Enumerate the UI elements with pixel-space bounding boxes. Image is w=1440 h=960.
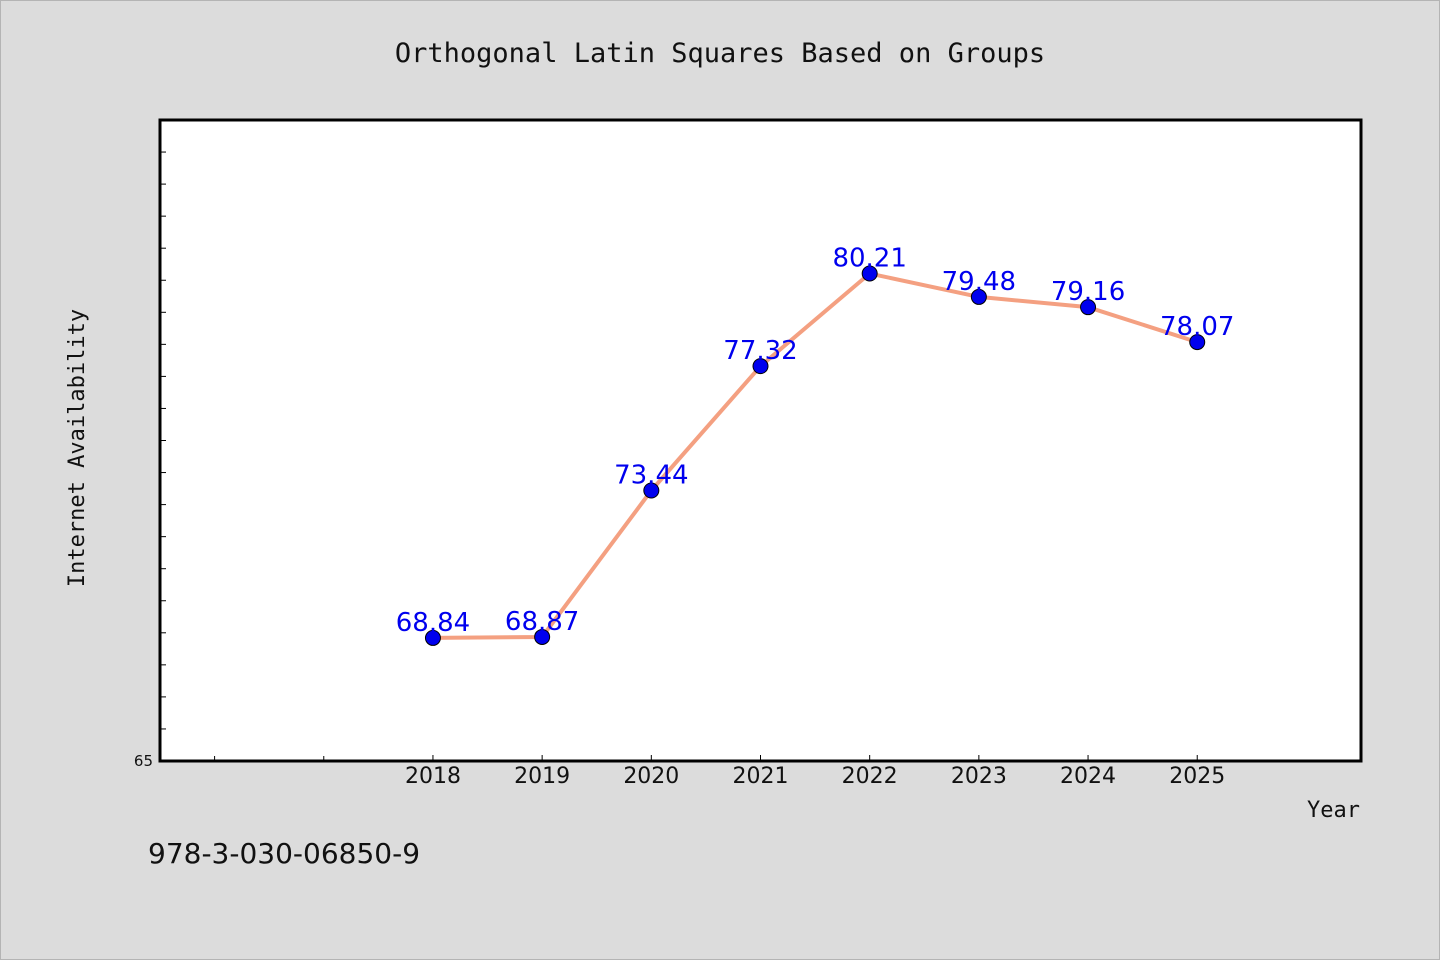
data-point (1189, 334, 1206, 351)
data-point (861, 265, 878, 282)
data-point (534, 628, 551, 645)
plot-area (158, 118, 1363, 763)
series-line (432, 271, 1198, 640)
data-label: 79.48 (942, 267, 1016, 297)
x-tick-label: 2022 (842, 764, 898, 789)
data-label: 68.84 (396, 608, 470, 638)
x-tick-label: 2021 (733, 764, 789, 789)
data-label: 68.87 (505, 607, 579, 637)
data-point (1080, 299, 1097, 316)
y-tick-label: 65 (134, 752, 153, 770)
x-axis-label: Year (1307, 798, 1360, 823)
data-label: 73.44 (614, 460, 688, 490)
data-label: 79.16 (1051, 277, 1125, 307)
data-point (643, 482, 660, 499)
y-axis-ticks: 65 (134, 151, 166, 770)
y-axis-label: Internet Availability (65, 309, 90, 587)
data-point (752, 358, 769, 375)
x-tick-label: 2023 (951, 764, 1007, 789)
x-tick-label: 2024 (1060, 764, 1116, 789)
data-point (970, 288, 987, 305)
x-axis-ticks: 2018 2019 2020 2021 2022 2023 2024 2025 (214, 755, 1225, 789)
data-labels: 68.84 68.87 73.44 77.32 80.21 79.48 79.16 78.07 (396, 244, 1235, 638)
chart-title: Orthogonal Latin Squares Based on Groups (395, 38, 1045, 69)
x-tick-label: 2019 (514, 764, 570, 789)
x-tick-label: 2025 (1169, 764, 1225, 789)
data-label: 78.07 (1160, 312, 1234, 342)
x-tick-label: 2020 (623, 764, 679, 789)
x-tick-label: 2018 (405, 764, 461, 789)
data-point (424, 629, 441, 646)
data-label: 77.32 (723, 336, 797, 366)
footer-isbn: 978-3-030-06850-9 (148, 837, 420, 870)
series-layer (424, 265, 1206, 646)
data-label: 80.21 (832, 244, 906, 274)
